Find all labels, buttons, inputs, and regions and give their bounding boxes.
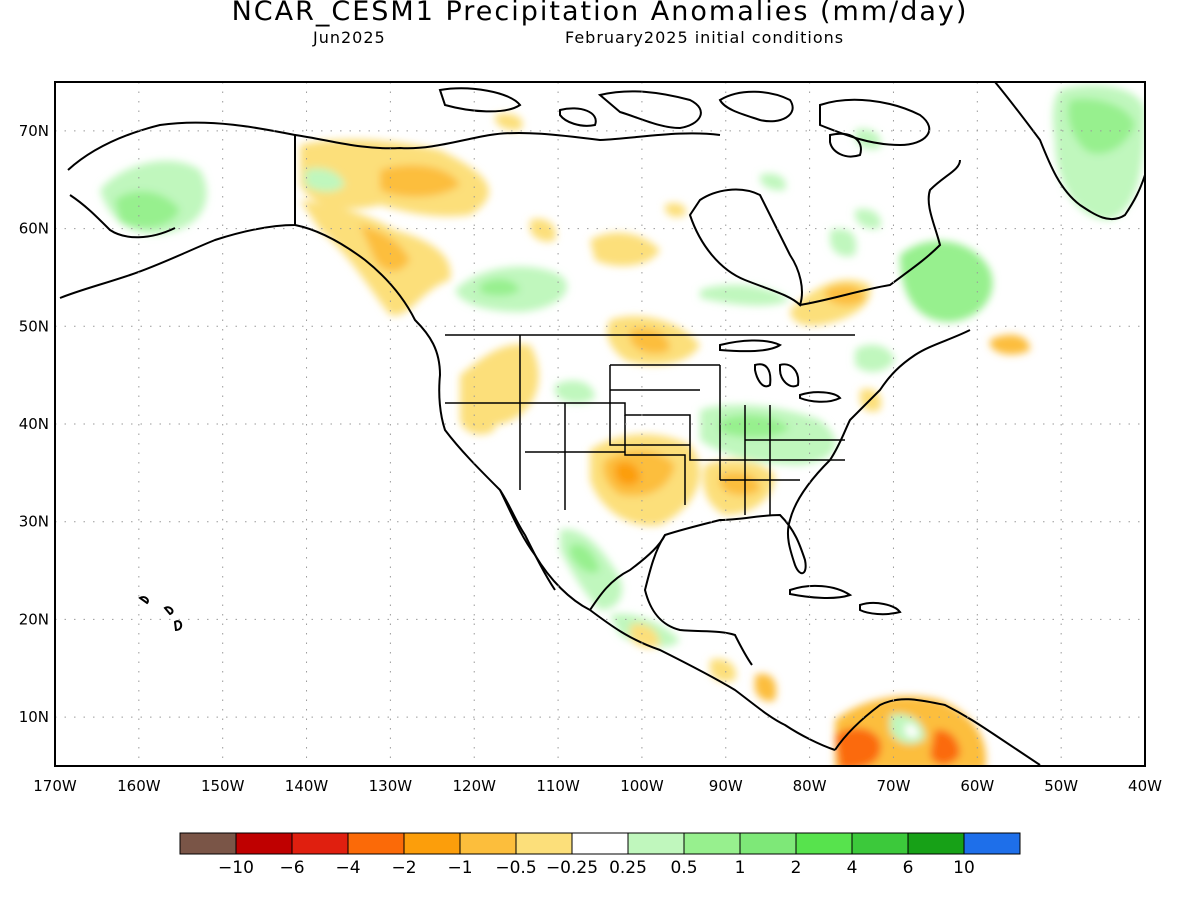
- lat-tick-label: 50N: [19, 317, 49, 335]
- colorbar-swatch: [851, 832, 909, 855]
- colorbar-label: −0.25: [546, 858, 598, 878]
- lon-tick-label: 160W: [117, 777, 161, 795]
- colorbar-label: 10: [953, 858, 975, 878]
- colorbar-swatch: [907, 832, 965, 855]
- lon-tick-label: 80W: [793, 777, 827, 795]
- colorbar-label: −4: [335, 858, 360, 878]
- colorbar-swatch: [683, 832, 741, 855]
- forecast-month: Jun2025: [313, 28, 386, 47]
- colorbar-swatch: [571, 832, 629, 855]
- lon-tick-label: 110W: [536, 777, 580, 795]
- colorbar: −10 −6 −4 −2 −1 −0.5 −0.25 0.25 0.5 1 2 4 6 10: [179, 832, 1021, 878]
- colorbar-swatch: [403, 832, 461, 855]
- lon-tick-label: 150W: [201, 777, 245, 795]
- colorbar-label: −6: [279, 858, 304, 878]
- axis-ticks: 170W 160W 150W 140W 130W 120W 110W 100W 90W 80W 70…: [19, 122, 1162, 795]
- lat-tick-label: 20N: [19, 610, 49, 628]
- lat-tick-label: 30N: [19, 513, 49, 531]
- lat-tick-label: 60N: [19, 220, 49, 238]
- colorbar-swatch: [515, 832, 573, 855]
- colorbar-swatch: [459, 832, 517, 855]
- colorbar-label: 2: [791, 858, 802, 878]
- initial-conditions: February2025 initial conditions: [565, 28, 845, 47]
- coastlines: [59, 82, 1145, 766]
- graticule: [55, 82, 1145, 766]
- lon-tick-label: 100W: [620, 777, 664, 795]
- lon-tick-label: 170W: [33, 777, 77, 795]
- colorbar-swatch: [179, 832, 237, 855]
- colorbar-swatch: [347, 832, 405, 855]
- colorbar-label: −0.5: [495, 858, 536, 878]
- colorbar-label: 0.5: [670, 858, 697, 878]
- colorbar-label: 4: [847, 858, 858, 878]
- lon-tick-label: 140W: [285, 777, 329, 795]
- lat-tick-label: 40N: [19, 415, 49, 433]
- colorbar-swatch: [627, 832, 685, 855]
- lon-tick-label: 130W: [369, 777, 413, 795]
- map-frame: [54, 81, 1146, 767]
- colorbar-label: −2: [391, 858, 416, 878]
- lon-tick-label: 40W: [1128, 777, 1162, 795]
- page-title: NCAR_CESM1 Precipitation Anomalies (mm/d…: [231, 0, 969, 27]
- lon-tick-label: 120W: [452, 777, 496, 795]
- colorbar-swatch: [291, 832, 349, 855]
- colorbar-swatch: [795, 832, 853, 855]
- colorbar-swatch: [235, 832, 293, 855]
- lat-tick-label: 10N: [19, 708, 49, 726]
- colorbar-swatch: [739, 832, 797, 855]
- colorbar-label: −10: [218, 858, 254, 878]
- colorbar-label: −1: [447, 858, 472, 878]
- colorbar-label: 6: [903, 858, 914, 878]
- lat-tick-label: 70N: [19, 122, 49, 140]
- colorbar-swatch: [963, 832, 1021, 855]
- colorbar-label: 0.25: [609, 858, 647, 878]
- anomaly-shading: [100, 85, 1145, 766]
- political-borders: [294, 135, 855, 515]
- lon-tick-label: 60W: [960, 777, 994, 795]
- lon-tick-label: 90W: [709, 777, 743, 795]
- colorbar-label: 1: [735, 858, 746, 878]
- lon-tick-label: 50W: [1044, 777, 1078, 795]
- lon-tick-label: 70W: [877, 777, 911, 795]
